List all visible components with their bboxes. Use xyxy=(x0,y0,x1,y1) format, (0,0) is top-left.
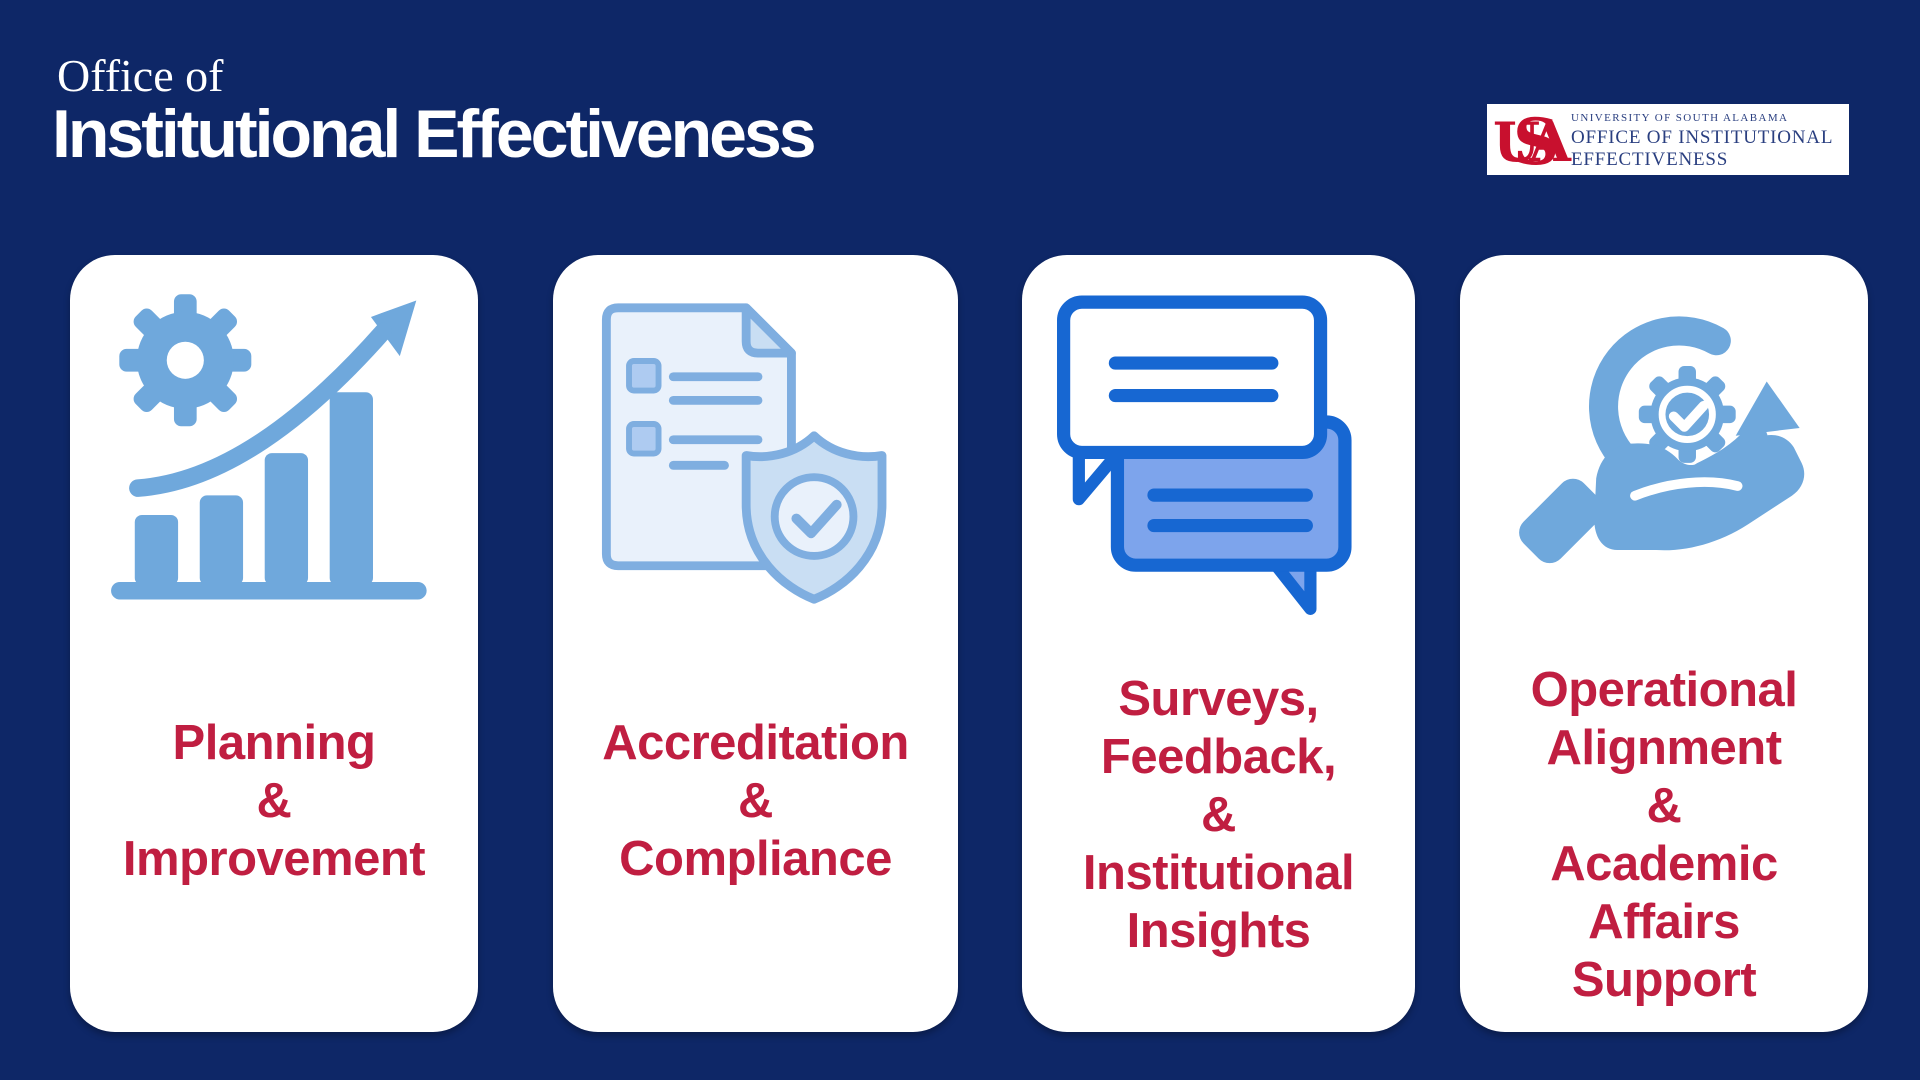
card-title-line: Operational xyxy=(1530,663,1798,717)
card-title: Accreditation & Compliance xyxy=(553,714,958,888)
card-icon-area xyxy=(109,286,439,616)
chat-bubbles-icon xyxy=(1056,295,1352,615)
card-icon-area xyxy=(598,298,913,613)
hand-gear-icon xyxy=(1519,316,1805,564)
card-title-line: Affairs xyxy=(1588,895,1740,949)
card-title-line: Improvement xyxy=(122,832,426,886)
card-title-line: Support xyxy=(1571,953,1757,1007)
card-title: Surveys, Feedback, & Institutional Insig… xyxy=(1022,670,1415,960)
card-title-line: Accreditation xyxy=(602,716,909,770)
usa-monogram-icon: U S A xyxy=(1493,105,1572,180)
logo-text: UNIVERSITY OF SOUTH ALABAMA OFFICE OF IN… xyxy=(1571,112,1833,171)
card-icon-area xyxy=(1509,302,1819,612)
card-icon-area xyxy=(1056,294,1381,619)
card-planning-improvement: Planning & Improvement xyxy=(70,255,478,1032)
card-title-line: & xyxy=(1646,779,1682,833)
growth-chart-icon xyxy=(111,294,427,600)
card-title-line: Alignment xyxy=(1546,721,1782,775)
card-title-line: Institutional xyxy=(1082,846,1355,900)
usa-logo: U S A UNIVERSITY OF SOUTH ALABAMA OFFICE… xyxy=(1487,104,1849,180)
card-operational-alignment-support: Operational Alignment & Academic Affairs… xyxy=(1460,255,1868,1032)
card-title-line: & xyxy=(738,774,773,828)
svg-text:A: A xyxy=(1528,110,1572,174)
page-title-prefix: Office of xyxy=(57,50,224,101)
svg-text:U: U xyxy=(1493,110,1540,174)
logo-office-line2: EFFECTIVENESS xyxy=(1571,149,1729,170)
card-accreditation-compliance: Accreditation & Compliance xyxy=(553,255,958,1032)
card-title-line: & xyxy=(1201,788,1236,842)
card-title: Planning & Improvement xyxy=(70,714,478,888)
card-title-line: Academic xyxy=(1550,837,1778,891)
card-title-line: Compliance xyxy=(619,832,892,886)
page-title: Institutional Effectiveness xyxy=(52,96,817,172)
document-shield-icon xyxy=(601,303,886,604)
card-title-line: Surveys, xyxy=(1118,672,1319,726)
card-surveys-feedback-insights: Surveys, Feedback, & Institutional Insig… xyxy=(1022,255,1415,1032)
logo-office-line1: OFFICE OF INSTITUTIONAL xyxy=(1571,127,1834,148)
logo-university-name: UNIVERSITY OF SOUTH ALABAMA xyxy=(1571,112,1789,124)
svg-text:S: S xyxy=(1513,105,1559,180)
card-title-line: Planning xyxy=(172,716,376,770)
card-title-line: Insights xyxy=(1126,904,1311,958)
card-title-line: & xyxy=(256,774,292,828)
card-title-line: Feedback, xyxy=(1100,730,1337,784)
card-title: Operational Alignment & Academic Affairs… xyxy=(1460,661,1868,1009)
